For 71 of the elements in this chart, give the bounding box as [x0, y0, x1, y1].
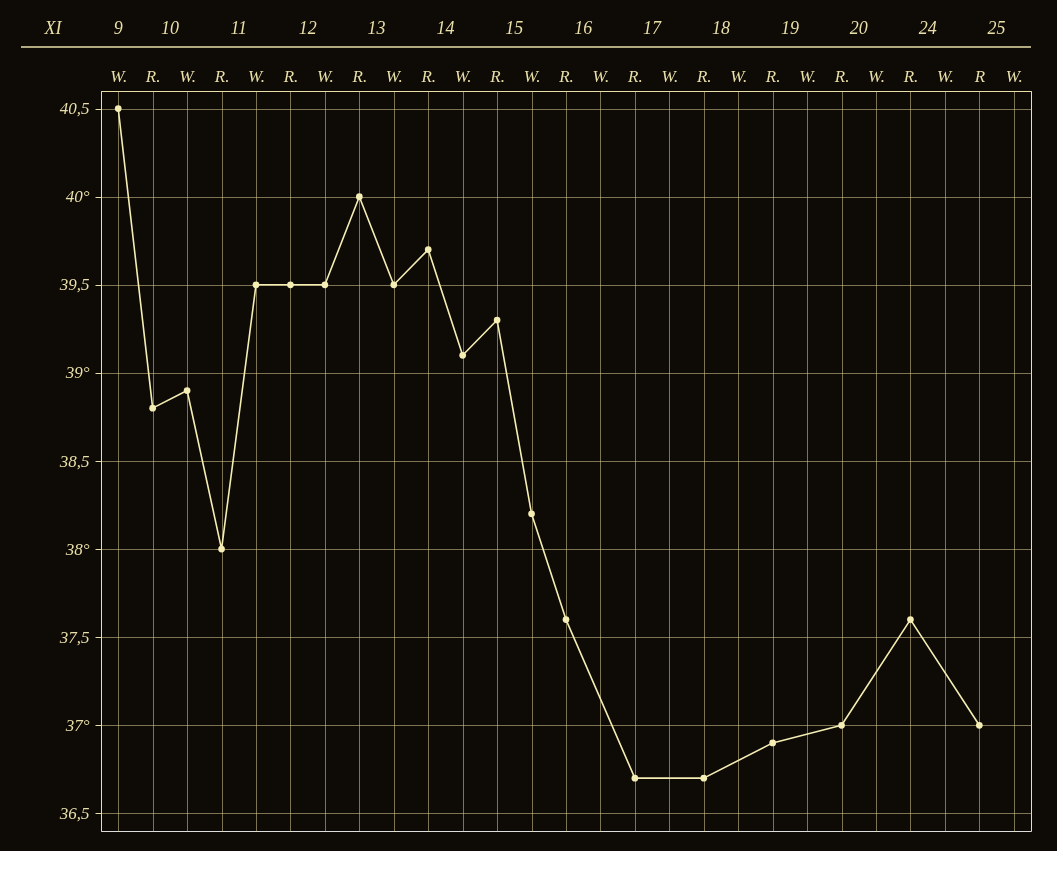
x-tick-label: R — [973, 66, 986, 86]
x-tick-label: R. — [282, 66, 299, 86]
text: 24 — [918, 18, 937, 38]
point — [459, 351, 467, 359]
point — [424, 246, 432, 253]
point — [493, 316, 501, 324]
point — [287, 281, 294, 289]
text: 19 — [780, 18, 799, 38]
text: 16 — [574, 18, 593, 38]
point — [114, 105, 122, 112]
x-tick-label: W. — [868, 66, 885, 86]
point — [183, 387, 191, 394]
point — [700, 774, 708, 782]
point — [149, 404, 157, 412]
x-tick-label: R. — [558, 66, 574, 86]
x-tick-label: W. — [248, 66, 265, 86]
x-tick-label: R. — [902, 66, 919, 86]
y-tick-label: 39° — [64, 363, 90, 383]
x-tick-label: R. — [764, 66, 781, 86]
point — [355, 193, 363, 201]
x-tick-label: R. — [695, 66, 712, 86]
y-tick-label: 36,5 — [58, 803, 90, 823]
x-tick-label: W. — [661, 66, 679, 86]
point — [769, 739, 777, 747]
x-tick-label: W. — [110, 66, 128, 86]
text: 20 — [849, 18, 868, 38]
y-tick-label: 37° — [64, 715, 90, 735]
y-tick-label: 39,5 — [58, 275, 90, 295]
point — [252, 281, 260, 289]
y-tick-label: 40,5 — [59, 99, 90, 119]
y-tick-label: 37,5 — [58, 627, 90, 647]
point — [838, 721, 845, 729]
text: XI — [43, 18, 63, 38]
x-tick-label: W. — [592, 66, 610, 86]
x-tick-label: R. — [144, 66, 161, 86]
x-tick-label: W. — [385, 66, 403, 86]
x-tick-label: R. — [833, 66, 850, 86]
x-tick-label: R. — [213, 66, 230, 86]
text: 25 — [987, 18, 1006, 38]
x-tick-label: W. — [523, 66, 541, 86]
point — [562, 616, 570, 623]
x-tick-label: R. — [351, 66, 368, 86]
x-tick-label: W. — [730, 66, 748, 86]
x-tick-label: W. — [1005, 66, 1023, 86]
point — [321, 281, 329, 289]
x-tick-label: W. — [936, 66, 954, 86]
y-tick-label: 40° — [65, 187, 90, 207]
text: 12 — [298, 18, 317, 38]
x-tick-label: W. — [316, 66, 334, 86]
text: 13 — [367, 18, 386, 38]
text: 11 — [230, 18, 248, 38]
x-tick-label: R. — [420, 66, 437, 86]
text: 15 — [505, 18, 524, 38]
x-tick-label: R. — [627, 66, 643, 86]
point — [390, 281, 398, 289]
x-tick-label: W. — [454, 66, 472, 86]
x-tick-label: W. — [799, 66, 817, 86]
y-tick-label: 38,5 — [58, 451, 90, 471]
text: 10 — [160, 18, 179, 38]
point — [907, 616, 914, 623]
y-tick-label: 38° — [64, 539, 90, 559]
text: 9 — [113, 18, 123, 38]
point — [528, 510, 535, 518]
point — [975, 721, 983, 729]
text: 18 — [712, 18, 730, 38]
x-tick-label: W. — [179, 66, 197, 86]
text: 14 — [436, 18, 455, 38]
text: 17 — [643, 18, 663, 38]
point — [631, 774, 639, 782]
point — [218, 545, 225, 553]
x-tick-label: R. — [489, 66, 505, 86]
